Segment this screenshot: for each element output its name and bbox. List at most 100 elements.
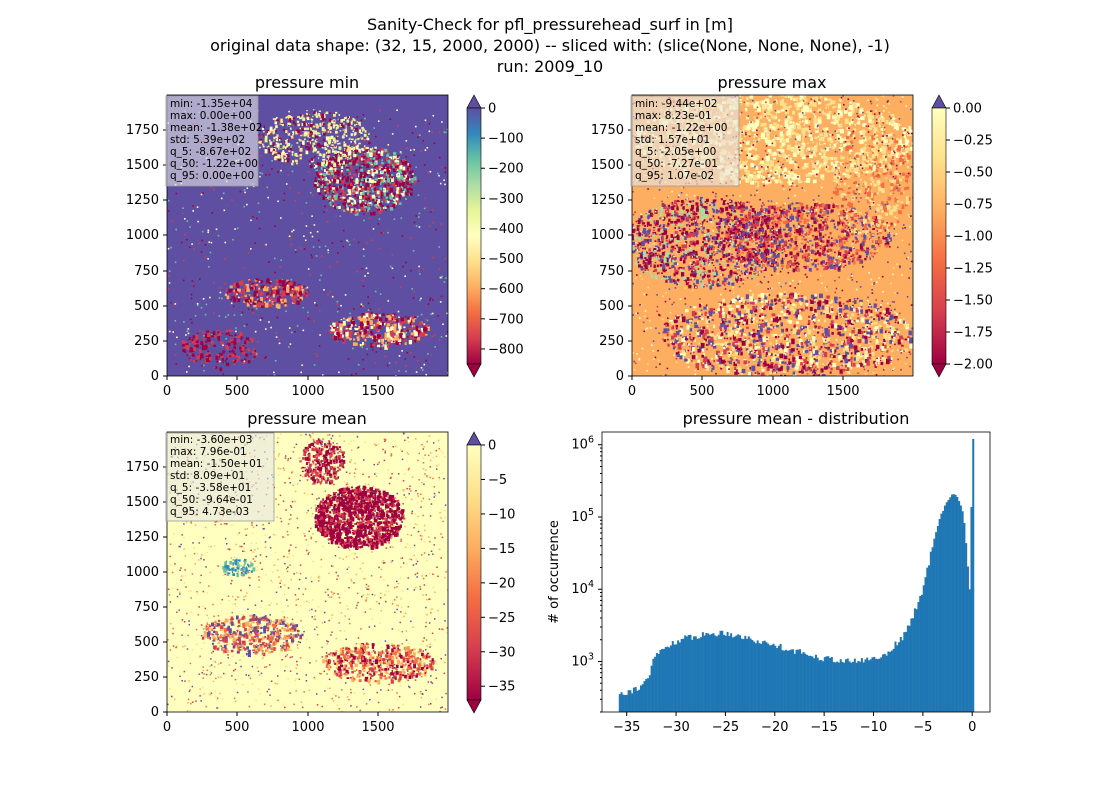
heatmap-cell xyxy=(337,155,340,159)
heatmap-cell xyxy=(862,123,866,129)
heatmap-cell xyxy=(863,165,867,169)
heatmap-cell xyxy=(263,244,266,246)
heatmap-cell xyxy=(241,311,244,314)
heatmap-cell xyxy=(389,187,393,193)
heatmap-cell xyxy=(376,204,379,208)
heatmap-cell xyxy=(708,269,711,273)
heatmap-cell xyxy=(785,122,789,128)
heatmap-cell xyxy=(829,133,832,137)
heatmap-cell xyxy=(322,195,325,197)
heatmap-cell xyxy=(363,162,366,166)
heatmap-cell xyxy=(186,220,189,222)
heatmap-cell xyxy=(188,365,190,368)
heatmap-cell xyxy=(324,245,327,248)
heatmap-cell xyxy=(312,142,316,145)
heatmap-cell xyxy=(666,246,669,248)
heatmap-cell xyxy=(747,170,750,174)
heatmap-cell xyxy=(271,142,275,146)
heatmap-cell xyxy=(779,138,783,143)
heatmap-cell xyxy=(335,111,338,114)
heatmap-cell xyxy=(723,283,726,286)
heatmap-cell xyxy=(298,138,301,140)
heatmap-cell xyxy=(273,136,276,140)
heatmap-cell xyxy=(440,336,443,338)
heatmap-cell xyxy=(240,280,244,286)
heatmap-cell xyxy=(273,298,277,302)
heatmap-cell xyxy=(364,204,368,207)
heatmap-cell xyxy=(323,129,327,132)
heatmap-cell xyxy=(342,245,344,248)
heatmap-cell xyxy=(383,323,386,326)
heatmap-cell xyxy=(387,172,391,175)
heatmap-cell xyxy=(753,133,757,136)
heatmap-cell xyxy=(325,151,328,154)
heatmap-cell xyxy=(223,350,226,353)
heatmap-cell xyxy=(168,282,171,284)
heatmap-cell xyxy=(265,285,268,289)
heatmap-cell xyxy=(265,328,267,330)
heatmap-cell xyxy=(235,355,238,358)
heatmap-cell xyxy=(796,106,800,111)
heatmap-cell xyxy=(350,182,353,186)
heatmap-cell xyxy=(908,148,911,151)
heatmap-cell xyxy=(259,172,261,174)
heatmap-cell xyxy=(314,301,316,304)
heatmap-cell xyxy=(260,281,263,284)
heatmap-cell xyxy=(249,299,252,302)
heatmap-cell xyxy=(377,199,381,203)
heatmap-cell xyxy=(665,242,669,245)
heatmap-cell xyxy=(369,152,373,158)
heatmap-cell xyxy=(413,176,417,181)
heatmap-cell xyxy=(672,279,675,283)
heatmap-cell xyxy=(359,344,362,347)
heatmap-cell xyxy=(752,164,756,167)
heatmap-cell xyxy=(366,211,368,214)
heatmap-cell xyxy=(389,336,393,340)
heatmap-cell xyxy=(427,171,430,174)
heatmap-cell xyxy=(370,212,373,216)
heatmap-cell xyxy=(173,304,175,306)
panel-title: pressure max xyxy=(717,73,826,92)
heatmap-cell xyxy=(343,328,346,332)
heatmap-cell xyxy=(636,225,640,227)
heatmap-cell xyxy=(389,156,392,159)
heatmap-cell xyxy=(301,123,304,127)
heatmap-cell xyxy=(343,143,347,147)
heatmap-cell xyxy=(245,337,249,341)
heatmap-cell xyxy=(350,176,353,178)
heatmap-cell xyxy=(337,151,340,154)
heatmap-cell xyxy=(336,169,338,172)
heatmap-cell xyxy=(409,237,412,239)
heatmap-cell xyxy=(678,213,681,217)
heatmap-cell xyxy=(368,178,372,183)
heatmap-cell xyxy=(257,202,260,205)
heatmap-cell xyxy=(654,245,658,249)
heatmap-cell xyxy=(909,146,913,151)
heatmap-cell xyxy=(366,204,369,207)
heatmap-cell xyxy=(812,102,817,107)
heatmap-cell xyxy=(381,150,384,153)
heatmap-cell xyxy=(755,147,757,151)
heatmap-cell xyxy=(344,325,347,328)
heatmap-cell xyxy=(321,144,324,147)
heatmap-cell xyxy=(221,332,223,334)
heatmap-cell xyxy=(423,332,426,337)
heatmap-cell xyxy=(317,134,319,136)
heatmap-cell xyxy=(782,126,785,129)
heatmap-cell xyxy=(302,117,306,121)
heatmap-cell xyxy=(417,194,420,196)
heatmap-cell xyxy=(742,263,746,265)
heatmap-cell xyxy=(753,171,756,174)
figure-title-line-2: original data shape: (32, 15, 2000, 2000… xyxy=(210,36,890,55)
heatmap-cell xyxy=(325,112,327,114)
heatmap-cell xyxy=(767,139,772,146)
heatmap-cell xyxy=(296,120,300,123)
heatmap-cell xyxy=(281,291,286,297)
heatmap-cell xyxy=(348,116,350,118)
heatmap-cell xyxy=(747,173,750,177)
heatmap-cell xyxy=(854,154,857,156)
heatmap-cell xyxy=(424,197,426,200)
heatmap-cell xyxy=(364,160,367,164)
heatmap-cell xyxy=(247,299,250,302)
heatmap-cell xyxy=(347,203,350,206)
